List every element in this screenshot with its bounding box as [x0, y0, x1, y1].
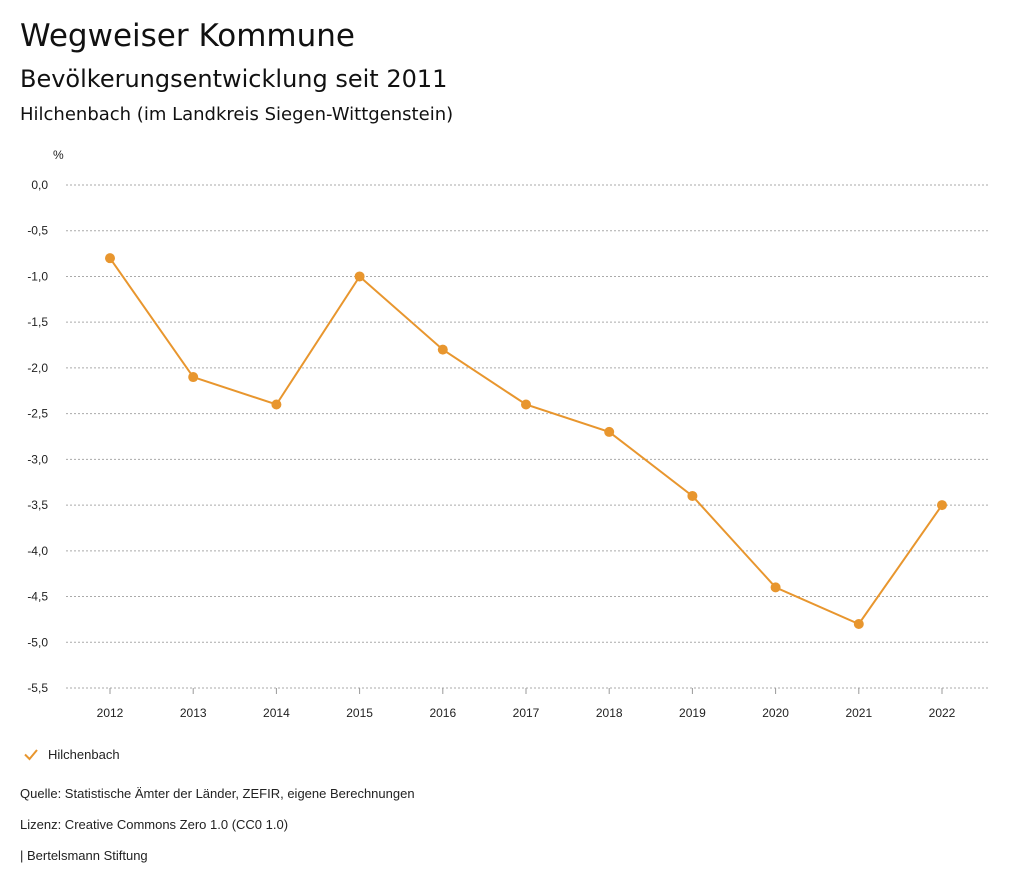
y-tick-label: -1,5	[27, 315, 48, 329]
y-tick-label: -4,5	[27, 590, 48, 604]
y-tick-label: -0,5	[27, 224, 48, 238]
data-point-2021[interactable]	[853, 618, 864, 629]
data-point-2020[interactable]	[770, 582, 781, 593]
y-tick-label: -3,0	[27, 452, 48, 466]
data-point-2014[interactable]	[271, 399, 282, 410]
x-tick-label: 2022	[929, 706, 956, 720]
x-tick-label: 2021	[845, 706, 872, 720]
data-point-2012[interactable]	[105, 253, 115, 264]
line-chart: % 0,0 -0,5 -1,0 -1,5 -2,0 -2,5 -3,0 -3,5 -4,0 -4,…	[27, 148, 990, 720]
y-tick-label: -1,0	[27, 269, 48, 283]
data-point-2016[interactable]	[437, 344, 448, 355]
series-line-hilchenbach	[109, 257, 943, 626]
region-label: Hilchenbach (im Landkreis Siegen-Wittgen…	[20, 104, 454, 125]
data-point-2022[interactable]	[937, 500, 947, 511]
y-tick-label: -4,0	[27, 544, 48, 558]
data-point-2013[interactable]	[188, 372, 199, 383]
data-point-2019[interactable]	[687, 490, 698, 501]
x-tick-label: 2017	[513, 706, 540, 720]
x-tick-label: 2016	[429, 706, 456, 720]
legend-item-hilchenbach[interactable]: Hilchenbach	[22, 745, 120, 763]
y-tick-label: 0,0	[31, 178, 48, 192]
source-note: Quelle: Statistische Ämter der Länder, Z…	[20, 786, 415, 801]
data-point-2015[interactable]	[354, 271, 365, 282]
x-tick-label: 2012	[97, 706, 124, 720]
x-tick-label: 2015	[346, 706, 373, 720]
check-icon	[24, 749, 38, 761]
data-point-2017[interactable]	[521, 399, 531, 410]
data-points	[105, 253, 947, 629]
y-axis: 0,0 -0,5 -1,0 -1,5 -2,0 -2,5 -3,0 -3,5 -4,0 -4,5 -…	[27, 178, 48, 695]
y-tick-label: -2,5	[27, 407, 48, 421]
legend-label: Hilchenbach	[48, 746, 120, 762]
y-tick-label: -2,0	[27, 361, 48, 375]
chart-subtitle: Bevölkerungsentwicklung seit 2011	[20, 65, 448, 93]
x-axis: 2012 2013 2014 2015 2016 2017 2018 2019 2020 2021…	[97, 688, 956, 720]
grid-lines	[66, 184, 990, 689]
y-axis-unit: %	[53, 148, 64, 162]
brand-note: | Bertelsmann Stiftung	[20, 848, 148, 863]
x-tick-label: 2020	[762, 706, 789, 720]
x-tick-label: 2019	[679, 706, 706, 720]
x-tick-label: 2014	[263, 706, 290, 720]
x-tick-label: 2013	[180, 706, 207, 720]
y-tick-label: -3,5	[27, 498, 48, 512]
license-note: Lizenz: Creative Commons Zero 1.0 (CC0 1…	[20, 817, 289, 832]
chart-title: Wegweiser Kommune	[20, 18, 355, 54]
y-tick-label: -5,5	[27, 681, 48, 695]
y-tick-label: -5,0	[27, 635, 48, 649]
x-tick-label: 2018	[596, 706, 623, 720]
data-point-2018[interactable]	[604, 426, 615, 437]
